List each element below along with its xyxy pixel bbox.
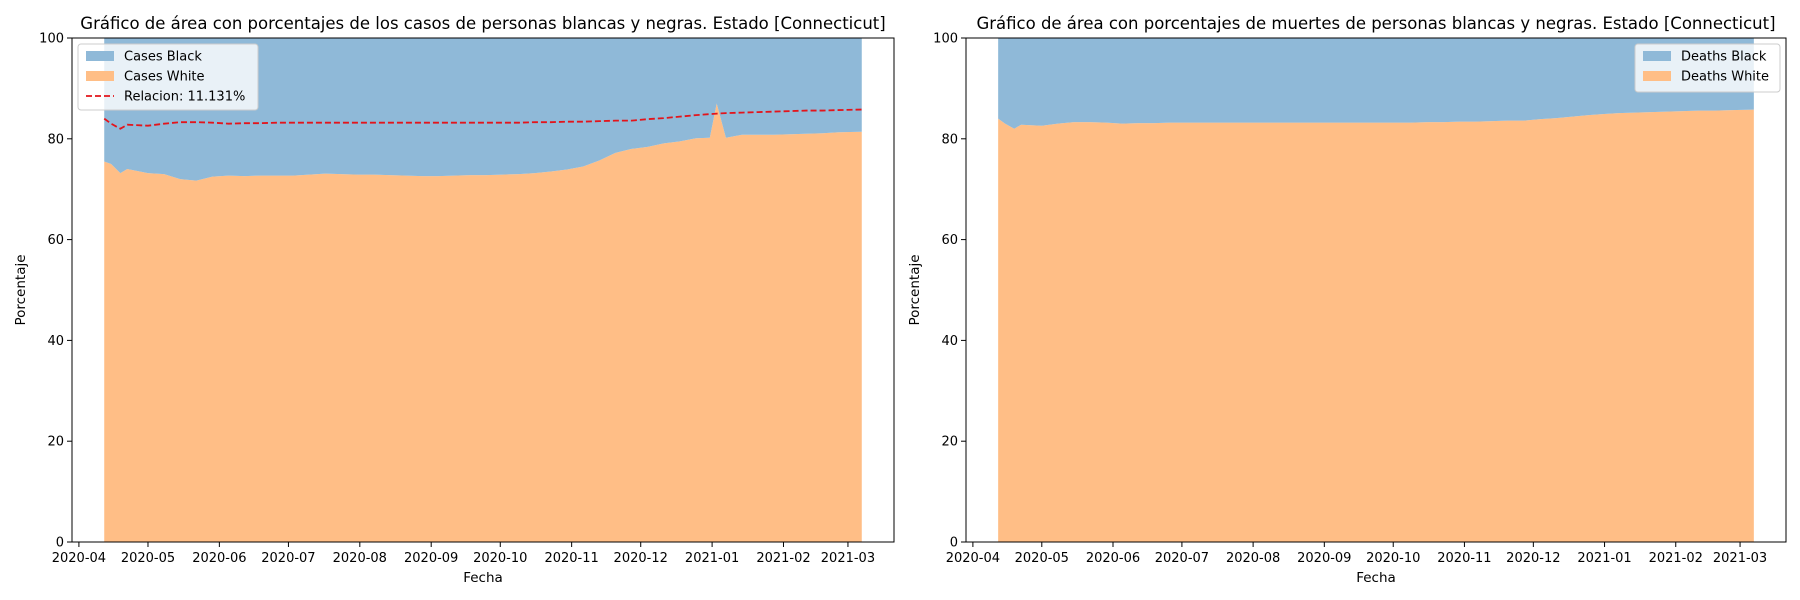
y-tick-label: 100 [933,32,958,47]
deaths-chart-panel: 0 20 40 60 80 100 2020-04 2020-05 2020-06 2020-07… [907,14,1787,586]
area-deaths-white [998,109,1754,543]
x-tick-label: 2020-10 [473,551,527,566]
area-cases-black [104,38,862,181]
legend-swatch [1643,51,1671,61]
x-tick-label: 2020-06 [192,551,246,566]
y-tick-label: 20 [941,435,958,450]
axes-frame [965,37,1787,543]
y-tick-label: 0 [950,536,958,551]
y-tick-label: 100 [39,32,64,47]
area-deaths-black [998,38,1754,129]
y-axis-label: Porcentaje [907,254,923,325]
legend-swatch [1643,71,1671,81]
area-cases-white [104,103,862,543]
y-tick-label: 60 [941,233,958,248]
y-tick-label: 0 [56,536,64,551]
x-tick-label: 2021-01 [1577,551,1631,566]
x-tick-label: 2020-08 [1226,551,1280,566]
legend-swatch [86,51,114,61]
x-tick-label: 2020-07 [1155,551,1209,566]
legend-label: Deaths White [1681,70,1769,85]
legend-box [1634,43,1781,93]
legend-swatch [86,71,114,81]
x-axis-label: Fecha [463,570,503,586]
x-tick-label: 2021-03 [821,551,875,566]
y-tick-label: 80 [941,132,958,147]
x-tick-label: 2020-05 [121,551,175,566]
x-tick-label: 2020-11 [544,551,598,566]
x-tick-label: 2020-09 [1297,551,1351,566]
x-tick-label: 2021-02 [756,551,810,566]
x-tick-label: 2020-10 [1366,551,1420,566]
chart-title: Gráfico de área con porcentajes de muert… [976,14,1775,33]
y-axis-label: Porcentaje [13,254,29,325]
x-tick-label: 2021-03 [1713,551,1767,566]
legend-box [77,43,259,111]
x-tick-label: 2020-08 [333,551,387,566]
x-tick-label: 2021-01 [685,551,739,566]
x-tick-label: 2020-04 [52,551,106,566]
x-tick-label: 2020-12 [1506,551,1560,566]
legend: Deaths Black Deaths White [1634,43,1781,93]
x-tick-label: 2020-06 [1086,551,1140,566]
legend: Cases Black Cases White Relacion: 11.131% [77,43,259,111]
x-tick-label: 2020-12 [614,551,668,566]
x-tick-label: 2020-07 [261,551,315,566]
x-tick-label: 2020-05 [1015,551,1069,566]
line-relacion [103,108,862,130]
y-tick-label: 40 [941,334,958,349]
cases-chart-panel: 0 20 40 60 80 100 2020-04 2020-05 2020-06 2020-07… [13,14,895,586]
chart-title: Gráfico de área con porcentajes de los c… [80,14,885,33]
x-tick-label: 2020-11 [1437,551,1491,566]
y-tick-label: 40 [47,334,64,349]
x-tick-label: 2020-09 [404,551,458,566]
axes-frame [71,37,895,543]
legend-label: Cases Black [124,50,202,65]
legend-label: Cases White [124,70,205,85]
y-tick-label: 60 [47,233,64,248]
legend-label: Deaths Black [1681,50,1767,65]
y-tick-label: 80 [47,132,64,147]
x-tick-label: 2020-04 [946,551,1000,566]
x-axis-label: Fecha [1356,570,1396,586]
legend-label: Relacion: 11.131% [124,90,245,105]
x-tick-label: 2021-02 [1649,551,1703,566]
y-tick-label: 20 [47,435,64,450]
